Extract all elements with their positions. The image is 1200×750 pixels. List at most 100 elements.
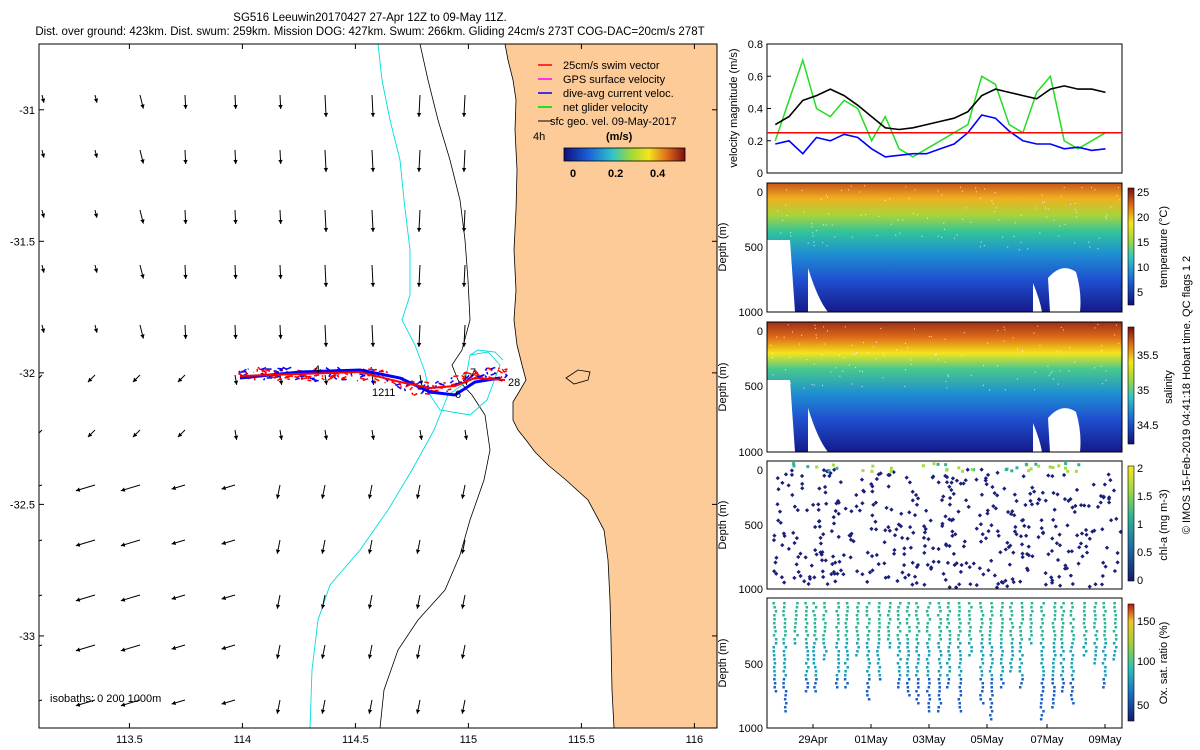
profile-speckle xyxy=(789,382,791,384)
oxygen-sample xyxy=(1000,610,1003,613)
current-vector-head xyxy=(367,709,373,714)
oxygen-sample xyxy=(914,674,918,677)
profile-speckle xyxy=(1048,374,1050,377)
current-vector xyxy=(39,374,43,379)
chla-sample xyxy=(1100,527,1105,532)
chla-sample xyxy=(816,502,821,507)
oxygen-sample xyxy=(1112,658,1115,661)
current-vector-head xyxy=(93,328,99,333)
oxygen-sample xyxy=(822,658,826,661)
oxygen-sample xyxy=(1053,634,1057,637)
current-vector-head xyxy=(370,435,376,440)
colorbar-title: (m/s) xyxy=(606,131,633,143)
profile-speckle xyxy=(839,375,841,377)
oxygen-sample xyxy=(1070,646,1073,649)
oxygen-sample xyxy=(957,614,961,617)
oxygen-sample xyxy=(947,646,950,649)
oxygen-sample xyxy=(991,606,994,609)
oxygen-sample xyxy=(981,654,985,657)
oxygen-sample xyxy=(980,670,984,673)
oxygen-sample xyxy=(926,626,929,629)
chla-sample xyxy=(915,562,921,568)
chla-sample xyxy=(995,470,1000,475)
chla-sample xyxy=(827,469,831,473)
chla-sample xyxy=(1058,583,1063,588)
oxygen-sample xyxy=(991,694,994,697)
legend-sfc: sfc geo. vel. 09-May-2017 xyxy=(550,116,677,128)
chla-sample xyxy=(1073,503,1078,509)
profile-speckle xyxy=(780,232,782,234)
oxygen-sample xyxy=(990,686,993,689)
oxygen-sample xyxy=(825,650,828,653)
oxygen-sample xyxy=(948,630,951,633)
chla-sample xyxy=(944,463,948,467)
oxygen-sample xyxy=(856,642,859,645)
salinity-colorbar-tick: 35.5 xyxy=(1137,350,1158,362)
oxygen-sample xyxy=(877,646,880,649)
oxygen-sample xyxy=(896,610,900,613)
oxygen-sample xyxy=(1104,666,1107,669)
profile-speckle xyxy=(1101,383,1103,385)
chla-sample xyxy=(778,520,783,525)
oxygen-sample xyxy=(948,654,951,657)
oxygen-sample xyxy=(928,634,931,637)
oxygen-sample xyxy=(823,602,826,605)
current-vector-head xyxy=(171,540,177,545)
oxygen-sample xyxy=(946,662,949,665)
profile-speckle xyxy=(959,186,961,188)
oxygen-sample xyxy=(1041,658,1044,661)
oxygen-sample xyxy=(855,614,859,617)
profile-speckle xyxy=(947,374,949,376)
chla-sample xyxy=(836,534,841,540)
oxygen-sample xyxy=(1052,646,1056,649)
oxygen-sample xyxy=(783,606,786,609)
oxygen-sample xyxy=(917,678,920,681)
chla-sample xyxy=(931,474,936,479)
oxygen-sample xyxy=(783,666,787,669)
legend-swim: 25cm/s swim vector xyxy=(563,60,660,72)
oxygen-sample xyxy=(837,618,840,621)
profile-speckle xyxy=(848,189,850,191)
chla-sample xyxy=(1070,581,1075,587)
chla-sample xyxy=(867,570,873,575)
profile-speckle xyxy=(781,219,783,222)
chla-sample xyxy=(1008,511,1014,517)
profile-speckle xyxy=(1034,207,1036,209)
oxygen-sample xyxy=(989,626,992,629)
chla-sample xyxy=(889,469,893,473)
profile-speckle xyxy=(987,342,989,344)
oxygen-sample xyxy=(805,678,808,681)
oxygen-colorbar-tick: 100 xyxy=(1137,656,1155,668)
chla-sample xyxy=(772,533,777,538)
profile-speckle xyxy=(1094,327,1096,329)
oxygen-sample xyxy=(1053,614,1057,617)
chla-sample xyxy=(1084,532,1089,537)
current-vector-head xyxy=(171,485,177,490)
oxygen-sample xyxy=(927,678,931,681)
chla-sample xyxy=(951,491,956,496)
chla-sample xyxy=(829,528,834,534)
current-vector-head xyxy=(171,595,177,600)
track-segment xyxy=(378,369,384,373)
oxygen-sample xyxy=(1104,642,1107,645)
profile-speckle xyxy=(822,224,824,226)
oxygen-sample xyxy=(877,642,881,645)
chla-sample xyxy=(886,574,891,580)
oxygen-sample xyxy=(773,674,777,677)
chla-sample xyxy=(974,526,979,531)
oxygen-sample xyxy=(1060,642,1064,645)
profile-speckle xyxy=(970,374,972,376)
chla-sample xyxy=(873,527,879,532)
oxygen-sample xyxy=(939,666,943,669)
profile-speckle xyxy=(895,349,897,351)
chla-sample xyxy=(831,569,836,575)
chla-sample xyxy=(914,502,920,507)
oxygen-sample xyxy=(793,626,797,629)
chla-sample xyxy=(1011,580,1016,585)
profile-speckle xyxy=(813,384,815,386)
profile-speckle xyxy=(944,338,946,340)
oxygen-sample xyxy=(772,666,776,669)
oxygen-sample xyxy=(835,626,838,629)
oxygen-sample xyxy=(1094,654,1097,657)
oxygen-sample xyxy=(906,658,909,661)
